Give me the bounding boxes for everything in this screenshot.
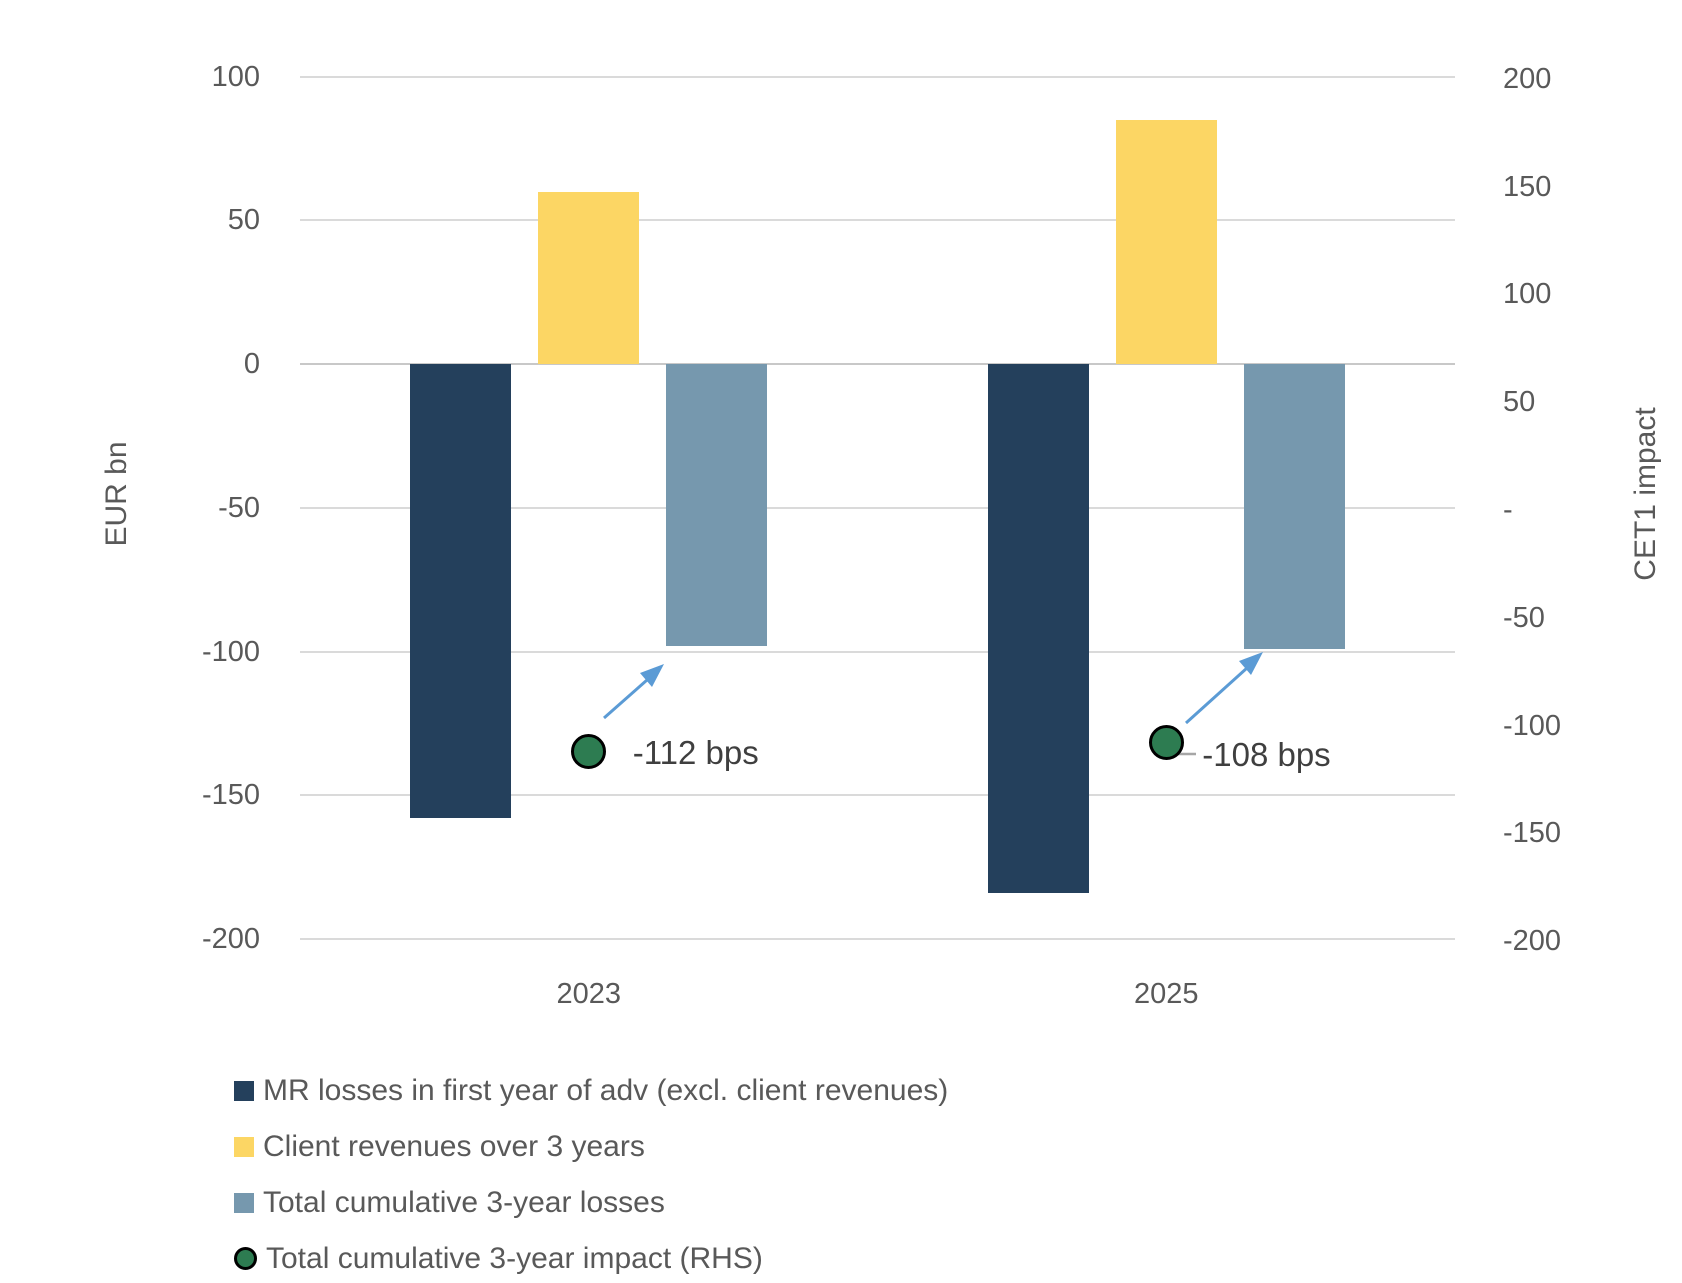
legend-label-mr-losses: MR losses in first year of adv (excl. cl… <box>263 1073 949 1107</box>
legend-item-mr-losses: MR losses in first year of adv (excl. cl… <box>234 1072 948 1109</box>
left-axis-tick-label: -200 <box>201 923 260 955</box>
x-axis-label-2023: 2023 <box>556 978 622 1010</box>
gridline <box>300 650 1455 653</box>
right-axis-tick-label: -200 <box>1503 925 1562 958</box>
bar-mr-losses-2023 <box>410 364 512 819</box>
left-axis-tick-label: -100 <box>201 635 260 668</box>
point-cumulative-impact-2023 <box>571 733 607 769</box>
left-axis-tick-label: -50 <box>218 491 260 524</box>
left-axis-tick-label: -150 <box>201 779 260 812</box>
right-axis-tick-label: 150 <box>1503 170 1552 203</box>
gridline <box>300 75 1455 78</box>
gridline <box>300 219 1455 222</box>
left-axis-tick-label: 50 <box>227 204 260 237</box>
legend-marker-cumulative-impact-circle-icon <box>234 1247 257 1270</box>
bar-cumulative-losses-2023 <box>666 364 768 646</box>
legend-item-cumulative-losses: Total cumulative 3-year losses <box>234 1184 948 1221</box>
point-cumulative-impact-2025 <box>1148 725 1184 761</box>
bar-mr-losses-2025 <box>987 364 1089 893</box>
point-label-2025: -108 bps <box>1202 735 1331 773</box>
x-axis-label-2025: 2025 <box>1133 978 1199 1010</box>
left-axis-tick-label: 100 <box>211 60 260 93</box>
right-axis-tick-label: - <box>1503 494 1513 526</box>
legend-label-cumulative-impact: Total cumulative 3-year impact (RHS) <box>266 1241 763 1275</box>
legend-item-client-revenues: Client revenues over 3 years <box>234 1128 948 1165</box>
bar-cumulative-losses-2025 <box>1243 364 1345 649</box>
legend-label-cumulative-losses: Total cumulative 3-year losses <box>263 1185 665 1219</box>
bar-client-revenues-2023 <box>538 191 640 364</box>
legend-marker-cumulative-losses-square-icon <box>234 1192 254 1213</box>
left-axis-title: EUR bn <box>100 441 133 547</box>
right-axis-tick-label: 100 <box>1503 278 1552 311</box>
callout-arrow-2025 <box>1184 652 1263 725</box>
right-axis-tick-label: 200 <box>1503 62 1552 95</box>
legend: MR losses in first year of adv (excl. cl… <box>234 1072 948 1283</box>
right-axis-tick-label: -100 <box>1503 709 1562 742</box>
right-axis-tick-label: 50 <box>1503 386 1536 419</box>
gridline <box>300 794 1455 797</box>
legend-marker-client-revenues-square-icon <box>234 1136 254 1157</box>
left-axis-tick-label: 0 <box>243 348 260 380</box>
point-label-2023: -112 bps <box>632 734 759 772</box>
zero-gridline <box>300 363 1455 365</box>
legend-item-cumulative-impact: Total cumulative 3-year impact (RHS) <box>234 1240 948 1277</box>
legend-label-client-revenues: Client revenues over 3 years <box>263 1129 645 1163</box>
legend-marker-mr-losses-square-icon <box>234 1080 254 1101</box>
right-axis-tick-label: -150 <box>1503 817 1562 850</box>
bar-client-revenues-2025 <box>1115 119 1217 364</box>
callout-arrow-2023 <box>603 664 664 720</box>
right-axis-tick-label: -50 <box>1503 601 1545 634</box>
right-axis-title: CET1 impact <box>1629 407 1662 581</box>
gridline <box>300 506 1455 509</box>
gridline <box>300 938 1455 940</box>
